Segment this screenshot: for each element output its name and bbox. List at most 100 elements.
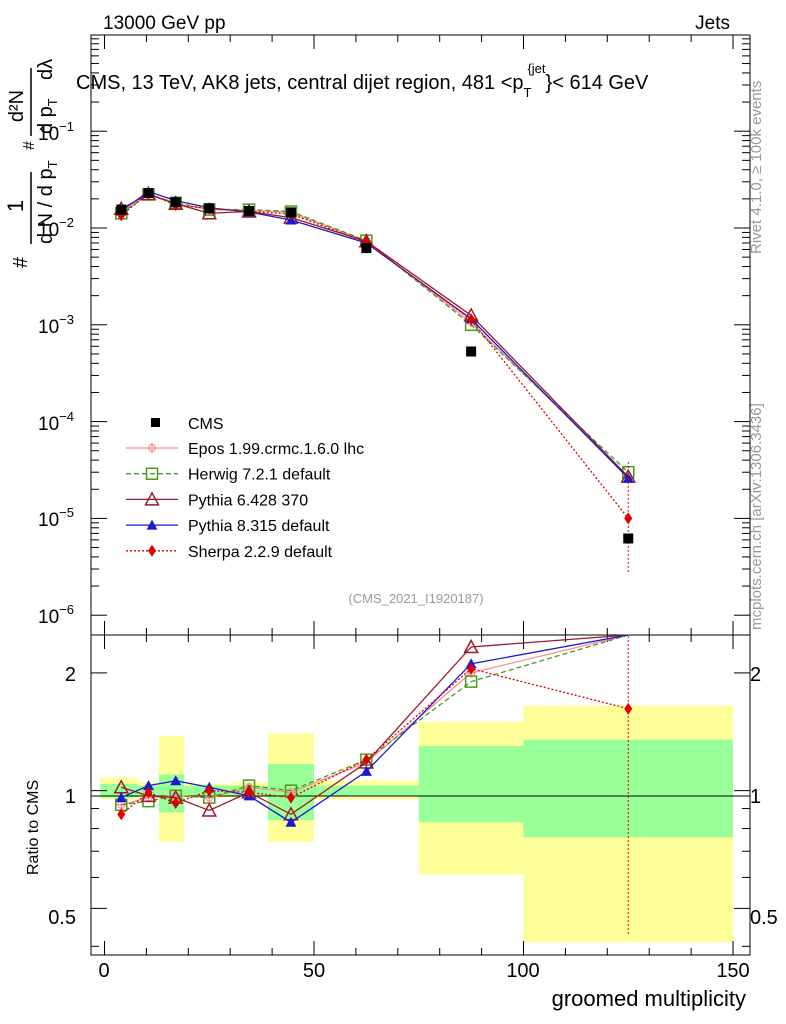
title-sub: T xyxy=(524,85,532,100)
ytick-base: 10 xyxy=(38,317,59,338)
xtick-100: 100 xyxy=(506,960,539,982)
ytick-exp: −1 xyxy=(59,119,74,134)
ytick-lower-2-right: 2 xyxy=(750,664,761,686)
legend-label: Herwig 7.2.1 default xyxy=(188,467,331,484)
cms-data-point xyxy=(244,205,255,216)
title-tail: }< 614 GeV xyxy=(546,72,650,94)
cms-data-point xyxy=(116,204,127,215)
ytick-exp: −2 xyxy=(59,215,74,230)
xtick-0: 0 xyxy=(98,960,109,982)
legend-label: Sherpa 2.2.9 default xyxy=(188,544,333,561)
series-point-lower xyxy=(144,786,153,799)
legend-marker xyxy=(148,544,156,557)
ytick-upper-1: 10−1 xyxy=(38,119,74,145)
header-right: Jets xyxy=(695,13,730,34)
legend-label: Epos 1.99.crmc.1.6.0 lhc xyxy=(188,441,364,458)
ylabel-num2: d²N xyxy=(6,90,28,122)
series-point-lower xyxy=(117,808,126,821)
series-point-lower xyxy=(463,638,479,654)
series-point-lower xyxy=(286,791,295,804)
ytick-upper-6: 10−6 xyxy=(38,602,74,628)
ytick-base: 10 xyxy=(38,510,59,531)
ylabel-den2-text: d p xyxy=(35,106,57,134)
legend-label: Pythia 8.315 default xyxy=(188,518,330,535)
series-line-upper xyxy=(120,190,629,479)
header-left: 13000 GeV pp xyxy=(103,13,226,34)
cms-data-point xyxy=(204,203,215,214)
ytick-upper-4: 10−4 xyxy=(38,409,74,435)
data-points xyxy=(116,187,634,544)
ylabel-one: 1 xyxy=(3,200,28,212)
series-line-upper xyxy=(120,193,629,478)
legend-label: Pythia 6.428 370 xyxy=(188,492,308,509)
lower-plot-frame xyxy=(90,634,751,956)
ytick-lower-05-right: 0.5 xyxy=(750,907,778,929)
ytick-lower-05: 0.5 xyxy=(48,907,76,929)
side-label-rivet: Rivet 4.1.0, ≥ 100k events xyxy=(748,81,765,254)
series-point-lower xyxy=(467,662,476,675)
y-axis-label-upper: # 1 d N / d pT # d²N d pT dλ xyxy=(3,59,60,268)
x-axis-label: groomed multiplicity xyxy=(552,986,746,1011)
ratio-band-green xyxy=(314,785,419,796)
cms-data-point xyxy=(285,207,296,218)
series-point-lower xyxy=(245,786,254,799)
ytick-exp: −5 xyxy=(59,505,74,520)
ytick-lower-2: 2 xyxy=(65,664,76,686)
axis-ticks xyxy=(91,35,750,955)
series-point-lower xyxy=(205,784,214,797)
cms-data-point xyxy=(170,197,181,208)
ytick-exp: −3 xyxy=(59,312,74,327)
series-point-lower xyxy=(171,796,180,809)
legend-marker xyxy=(145,467,159,480)
cms-data-point xyxy=(361,243,372,254)
series-line-lower xyxy=(120,667,629,815)
series-line-upper xyxy=(120,192,629,519)
series-line-upper xyxy=(120,194,629,478)
series-point-lower xyxy=(360,765,372,776)
ylabel-den2-sub: T xyxy=(45,98,60,106)
ytick-base: 10 xyxy=(38,220,59,241)
ylabel-den-text: d N / d p xyxy=(35,168,57,244)
ylabel-den-sub: T xyxy=(45,160,60,168)
title-main: CMS, 13 TeV, AK8 jets, central dijet reg… xyxy=(76,72,524,94)
ytick-base: 10 xyxy=(38,414,59,435)
series-point-lower xyxy=(285,816,297,827)
ratio-bands xyxy=(100,705,733,943)
ytick-upper-5: 10−5 xyxy=(38,505,74,531)
xtick-50: 50 xyxy=(303,960,325,982)
legend-marker xyxy=(144,491,160,506)
ratio-band-green xyxy=(418,746,524,823)
ylabel-den2: d pT xyxy=(35,98,60,134)
series-point-lower xyxy=(201,802,218,817)
series-point-lower xyxy=(362,753,371,766)
y-axis-label-lower: Ratio to CMS xyxy=(25,780,42,875)
ytick-lower-1: 1 xyxy=(65,786,76,808)
series-point-lower xyxy=(464,675,478,688)
legend-cms-label: CMS xyxy=(188,416,224,433)
legend-cms-marker xyxy=(151,418,160,427)
ylabel-den: d N / d pT xyxy=(35,160,60,244)
legend-marker xyxy=(146,519,158,530)
ytick-exp: −4 xyxy=(59,409,74,424)
cms-data-point xyxy=(143,187,154,198)
ytick-base: 10 xyxy=(38,607,59,628)
series-point-upper xyxy=(467,313,476,326)
ratio-band-green xyxy=(158,774,185,813)
ytick-lower-1-right: 1 xyxy=(750,786,761,808)
series-point-lower xyxy=(140,787,157,803)
cms-data-point xyxy=(466,346,477,357)
xtick-150: 150 xyxy=(716,960,749,982)
series-point-lower xyxy=(115,792,127,803)
series-point-lower xyxy=(170,775,182,786)
ytick-base: 10 xyxy=(38,124,59,145)
legend: CMS Epos 1.99.crmc.1.6.0 lhc Herwig 7.2.1… xyxy=(126,416,364,561)
analysis-id: (CMS_2021_I1920187) xyxy=(348,591,483,606)
series-point-lower xyxy=(142,780,154,791)
ytick-upper-2: 10−2 xyxy=(38,215,74,241)
ylabel-dlambda: dλ xyxy=(35,59,57,80)
ytick-upper-3: 10−3 xyxy=(38,312,74,338)
chart-title: CMS, 13 TeV, AK8 jets, central dijet reg… xyxy=(76,61,649,100)
cms-data-point xyxy=(623,533,634,544)
side-label-mcplots: mcplots.cern.ch [arXiv:1306.3436] xyxy=(748,403,765,630)
ytick-exp: −6 xyxy=(59,602,74,617)
